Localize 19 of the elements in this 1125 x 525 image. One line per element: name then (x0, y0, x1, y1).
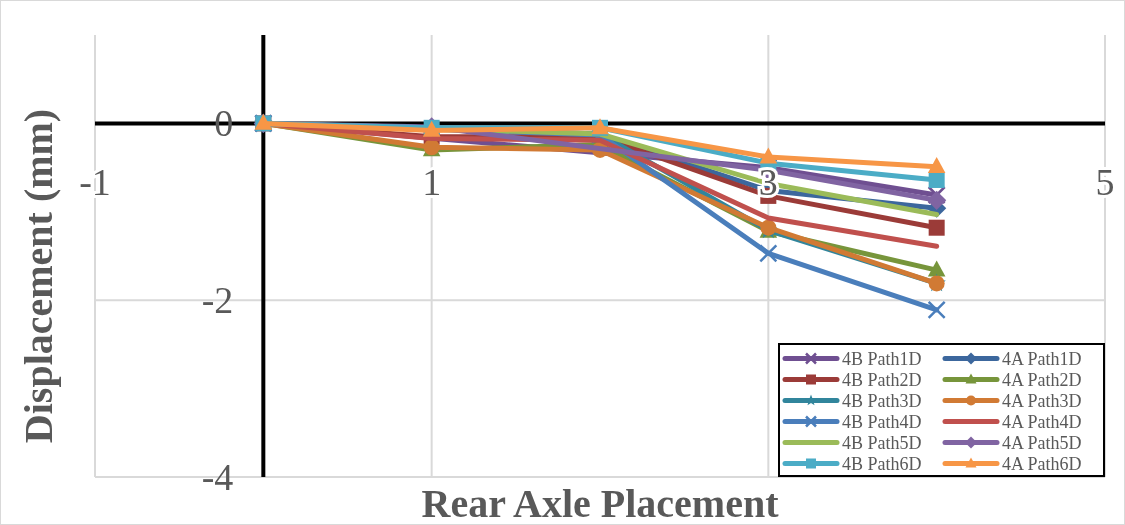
legend-label: 4B Path2D (842, 369, 922, 390)
x-tick-label: 1 (422, 161, 442, 204)
legend-label: 4A Path6D (1002, 453, 1082, 474)
legend-label: 4B Path6D (842, 453, 922, 474)
legend-label: 4A Path3D (1002, 390, 1082, 411)
legend-label: 4A Path4D (1002, 411, 1082, 432)
x-tick-label: 5 (1095, 161, 1115, 204)
legend-label: 4A Path2D (1002, 369, 1082, 390)
legend-label: 4A Path5D (1002, 432, 1082, 453)
x-tick-label: -1 (79, 161, 111, 204)
y-tick-label: -2 (201, 279, 234, 322)
legend-label: 4B Path5D (842, 432, 922, 453)
y-tick-label: -4 (201, 456, 234, 498)
legend-label: 4B Path1D (842, 348, 922, 369)
x-axis-title: Rear Axle Placement (421, 481, 780, 525)
legend-label: 4B Path4D (842, 411, 922, 432)
legend-label: 4A Path1D (1002, 348, 1082, 369)
y-axis-title: Displacement (mm) (16, 108, 61, 444)
legend-label: 4B Path3D (842, 390, 922, 411)
